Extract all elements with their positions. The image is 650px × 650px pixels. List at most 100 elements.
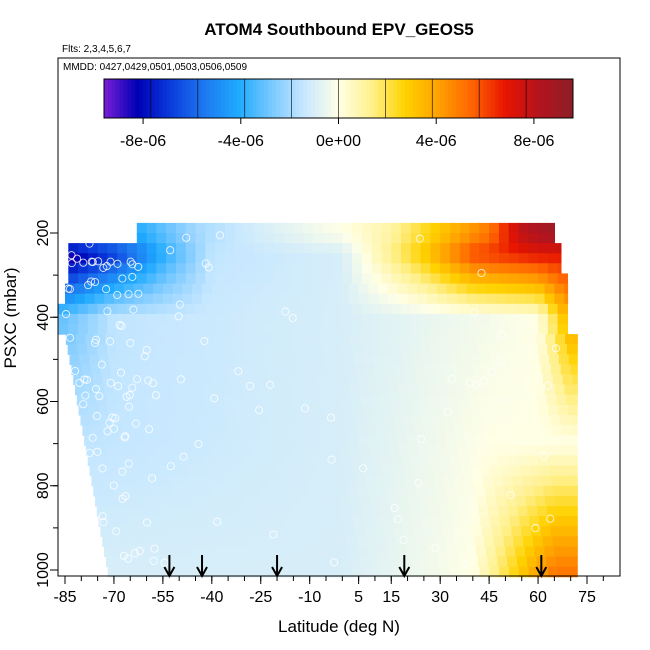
heatmap-cell	[508, 263, 520, 274]
sample-point	[118, 467, 127, 476]
heatmap-cell	[303, 222, 314, 234]
heatmap-cell	[548, 516, 560, 527]
heatmap-cell	[479, 404, 491, 416]
heatmap-cell	[452, 526, 464, 537]
heatmap-cell	[127, 273, 138, 285]
sample-point	[79, 258, 88, 267]
heatmap-cell	[443, 364, 454, 376]
x-tick-label: 30	[431, 589, 449, 606]
heatmap-cell	[195, 253, 206, 264]
heatmap-cell	[309, 283, 321, 295]
heatmap-cell	[361, 344, 372, 355]
heatmap-cell	[144, 334, 155, 345]
colorbar-step	[444, 79, 449, 118]
heatmap-cell	[205, 313, 216, 325]
heatmap-cell	[65, 293, 76, 305]
heatmap-cell	[440, 263, 451, 274]
colorbar-step	[471, 79, 476, 118]
heatmap-cell	[448, 445, 459, 456]
heatmap-cell	[564, 283, 569, 295]
heatmap-cell	[484, 485, 496, 497]
heatmap-cell	[171, 485, 182, 497]
heatmap-cell	[294, 404, 305, 416]
heatmap-cell	[549, 354, 560, 365]
heatmap-cell	[531, 364, 542, 376]
heatmap-cell	[410, 344, 421, 355]
heatmap-cell	[131, 425, 142, 436]
heatmap-cell	[335, 526, 346, 537]
heatmap-cell	[401, 263, 412, 274]
heatmap-cell	[97, 253, 108, 264]
heatmap-cell	[494, 485, 505, 497]
heatmap-cell	[359, 495, 370, 507]
heatmap-cell	[468, 556, 479, 568]
heatmap-cell	[275, 465, 286, 477]
heatmap-cell	[505, 293, 516, 305]
colorbar-step	[467, 79, 472, 118]
heatmap-cell	[543, 485, 554, 497]
heatmap-cell	[490, 516, 501, 527]
heatmap-cell	[410, 222, 422, 234]
heatmap-cell	[361, 506, 372, 517]
heatmap-cell	[371, 303, 383, 315]
heatmap-cell	[522, 475, 533, 487]
heatmap-cell	[568, 404, 578, 416]
heatmap-cell	[205, 324, 216, 335]
colorbar-step	[123, 79, 128, 118]
heatmap-cell	[349, 334, 361, 345]
flights-note: Flts: 2,3,4,5,6,7	[62, 44, 131, 55]
heatmap-cell	[487, 445, 498, 456]
heatmap-cell	[479, 222, 490, 234]
heatmap-cell	[444, 536, 456, 547]
heatmap-cell	[175, 263, 187, 274]
heatmap-cell	[531, 475, 543, 487]
heatmap-cell	[205, 455, 216, 467]
heatmap-cell	[334, 415, 346, 426]
heatmap-cell	[376, 536, 387, 547]
heatmap-cell	[291, 334, 302, 345]
colorbar-step	[299, 79, 304, 118]
heatmap-cell	[379, 556, 391, 568]
heatmap-cell	[136, 263, 148, 274]
heatmap-cell	[467, 445, 478, 456]
heatmap-cell	[559, 465, 570, 477]
heatmap-cell	[167, 465, 179, 477]
sample-point	[124, 290, 133, 299]
heatmap-cell	[221, 546, 232, 558]
heatmap-cell	[298, 536, 309, 547]
heatmap-cell	[441, 516, 452, 527]
heatmap-cell	[273, 233, 285, 244]
heatmap-cell	[255, 516, 266, 527]
heatmap-cell	[474, 374, 485, 386]
heatmap-cell	[498, 313, 510, 325]
heatmap-cell	[515, 293, 526, 305]
heatmap-cell	[236, 465, 247, 477]
heatmap-cell	[557, 344, 568, 355]
sample-point	[98, 512, 107, 521]
heatmap-cell	[166, 253, 177, 264]
sample-points-layer	[61, 231, 560, 569]
heatmap-cell	[342, 455, 353, 467]
heatmap-cell	[233, 506, 245, 517]
colorbar-step	[127, 79, 132, 118]
heatmap-cell	[106, 506, 117, 517]
heatmap-cell	[117, 404, 129, 416]
heatmap-cell	[516, 334, 527, 345]
heatmap-cell	[159, 475, 171, 487]
heatmap-cell	[371, 243, 383, 254]
heatmap-cell	[221, 283, 232, 295]
heatmap-cell	[255, 465, 267, 477]
heatmap-cell	[501, 526, 513, 537]
heatmap-cell	[450, 253, 461, 264]
sample-point	[128, 383, 137, 392]
heatmap-cell	[553, 435, 565, 446]
heatmap-cell	[205, 263, 216, 274]
colorbar-tick-label: 0e+00	[316, 133, 361, 150]
heatmap-cell	[229, 425, 240, 436]
heatmap-cell	[202, 334, 214, 345]
heatmap-cell	[331, 506, 343, 517]
heatmap-cell	[166, 313, 177, 325]
heatmap-cell	[574, 495, 578, 507]
heatmap-cell	[325, 526, 336, 537]
heatmap-cell	[495, 384, 507, 396]
